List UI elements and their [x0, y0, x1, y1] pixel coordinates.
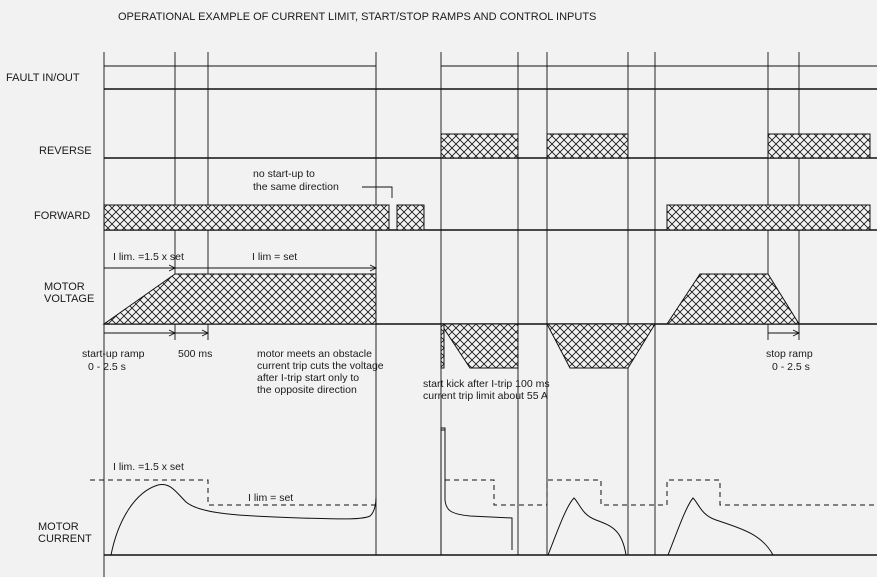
ilim-15-voltage-label: I lim. =1.5 x set [113, 251, 184, 263]
ilim-set-current-label: I lim = set [248, 492, 293, 504]
ilim-set-arrow [175, 264, 378, 272]
obstacle-line3: after I-trip start only to [257, 372, 359, 384]
obstacle-line1: motor meets an obstacle [257, 348, 372, 360]
ms500-arrow [175, 329, 210, 337]
motor-current-label-line2: CURRENT [38, 533, 92, 545]
stop-ramp-line2: 0 - 2.5 s [772, 361, 810, 373]
stop-ramp-line1: stop ramp [766, 348, 813, 360]
voltage-ramp-2 [666, 273, 800, 325]
forward-label: FORWARD [34, 210, 90, 222]
diagram-title: OPERATIONAL EXAMPLE OF CURRENT LIMIT, ST… [118, 11, 596, 23]
current-curve-1 [110, 483, 377, 556]
forward-pulse-3 [666, 204, 871, 231]
current-curve-2 [547, 497, 627, 556]
ilim-15-current-label: I lim. =1.5 x set [113, 461, 184, 473]
obstacle-line2: current trip cuts the voltage [257, 360, 384, 372]
reverse-pulse-1 [440, 133, 519, 159]
obstacle-line4: the opposite direction [257, 384, 357, 396]
voltage-negative-1 [440, 323, 519, 369]
current-curve-3 [667, 497, 774, 556]
startup-ramp-line2: 0 - 2.5 s [88, 361, 126, 373]
motor-voltage-label-line2: VOLTAGE [44, 293, 94, 305]
voltage-kick-1 [440, 323, 445, 369]
motor-current-label-line1: MOTOR [38, 521, 79, 533]
reverse-label: REVERSE [39, 145, 92, 157]
stop-ramp-arrow [768, 329, 801, 337]
current-limit-dashed [90, 429, 877, 506]
no-startup-annotation-line1: no start-up to [253, 168, 315, 180]
no-startup-pointer [362, 186, 393, 198]
forward-pulse-2 [396, 204, 425, 231]
reverse-pulse-2 [546, 133, 629, 159]
current-kick-curve [440, 427, 513, 555]
ms500-label: 500 ms [178, 348, 212, 360]
voltage-negative-2 [546, 323, 656, 369]
ilim-15-arrow [104, 264, 177, 272]
reverse-pulse-3 [767, 133, 871, 159]
no-startup-annotation-line2: the same direction [253, 181, 339, 193]
startup-ramp-line1: start-up ramp [82, 348, 145, 360]
ilim-set-voltage-label: I lim = set [252, 251, 297, 263]
voltage-ramp-1 [102, 273, 377, 325]
start-kick-line1: start kick after I-trip 100 ms [423, 378, 550, 390]
motor-voltage-label-line1: MOTOR [44, 281, 85, 293]
fault-label: FAULT IN/OUT [6, 72, 80, 84]
startup-ramp-arrow [104, 329, 177, 337]
forward-pulse-1 [103, 204, 390, 231]
start-kick-line2: current trip limit about 55 A [423, 390, 548, 402]
